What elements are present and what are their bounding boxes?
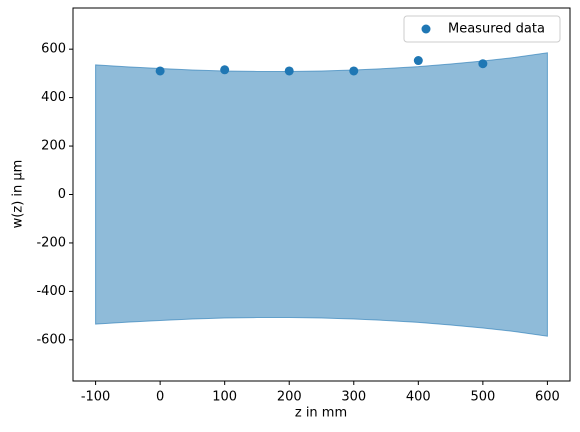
- legend-label: Measured data: [448, 22, 545, 37]
- data-point: [155, 66, 165, 76]
- y-axis-label: w(z) in µm: [11, 160, 26, 229]
- x-tick-label: 200: [277, 390, 302, 405]
- x-tick-label: 0: [156, 390, 164, 405]
- beam-band: [95, 52, 548, 337]
- y-tick-label: 400: [41, 90, 66, 105]
- data-point: [478, 59, 488, 69]
- data-point: [220, 65, 230, 75]
- legend-marker: [421, 24, 431, 34]
- x-tick-label: 500: [470, 390, 495, 405]
- x-tick-label: 600: [535, 390, 560, 405]
- data-point: [284, 66, 294, 76]
- data-point: [349, 66, 359, 76]
- y-tick-label: -400: [36, 284, 66, 299]
- y-tick-label: -200: [36, 235, 66, 250]
- x-tick-label: 300: [341, 390, 366, 405]
- x-tick-label: 400: [406, 390, 431, 405]
- x-axis-label: z in mm: [295, 406, 347, 421]
- data-point: [413, 56, 423, 66]
- y-tick-label: 600: [41, 42, 66, 57]
- y-tick-label: -600: [36, 332, 66, 347]
- legend-box: [403, 15, 561, 43]
- y-tick-label: 200: [41, 139, 66, 154]
- y-tick-label: 0: [58, 187, 66, 202]
- x-tick-label: 100: [212, 390, 237, 405]
- x-tick-label: -100: [81, 390, 111, 405]
